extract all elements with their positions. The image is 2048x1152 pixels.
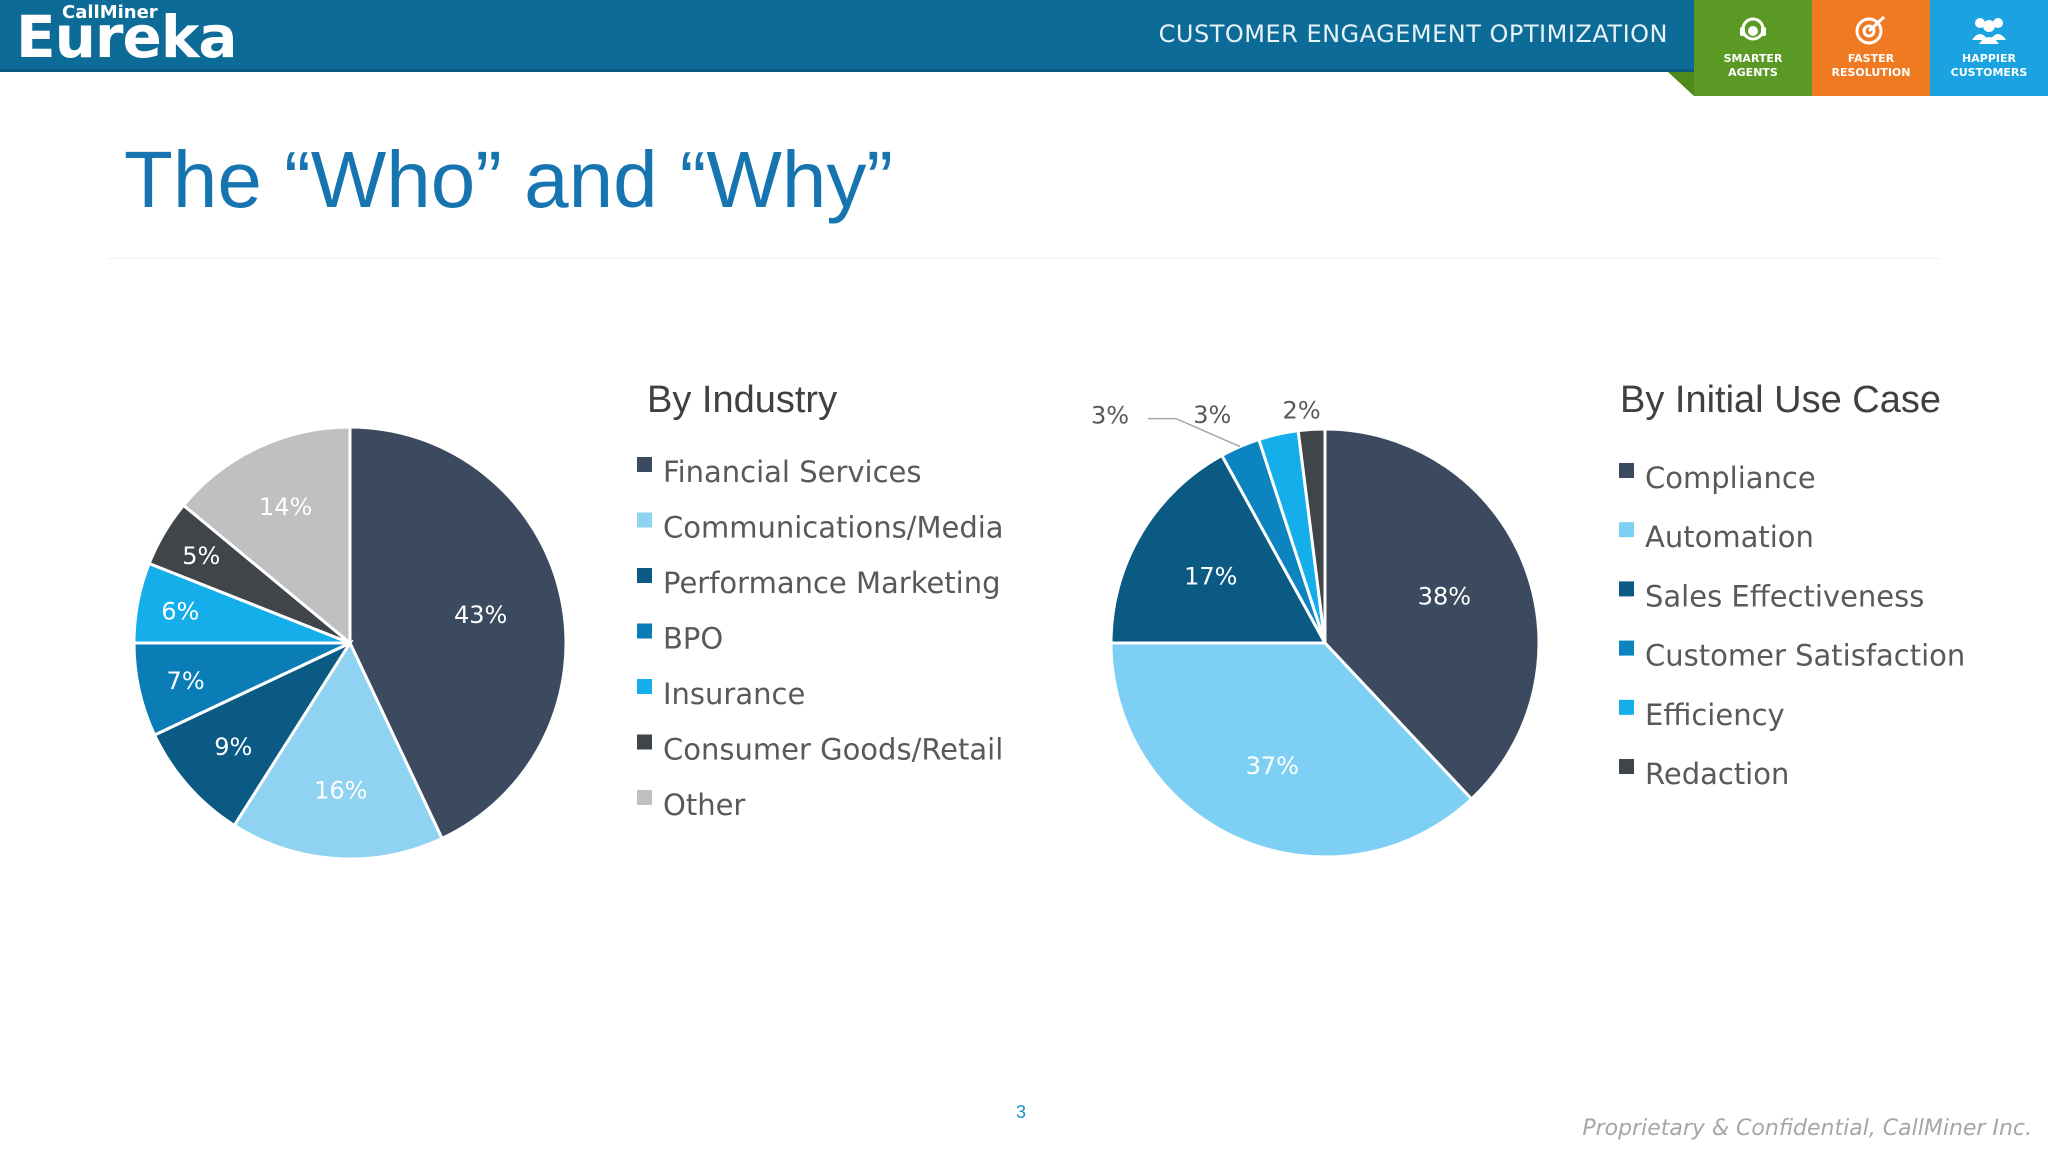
pie-slice xyxy=(1296,427,1327,644)
legend-item: Compliance xyxy=(1645,461,1816,495)
pie-slice xyxy=(348,425,568,841)
pie-slice xyxy=(181,425,352,647)
legend-item: Customer Satisfaction xyxy=(1645,639,1965,673)
pie-chart-1: 43% 16% 9% 7% 6% 5% 14% By Industry Financial Se… xyxy=(132,379,1004,861)
slice-label: 9% xyxy=(214,733,252,761)
badge-smarter-agents: SMARTER AGENTS xyxy=(1694,0,1812,96)
brand-logo[interactable]: Eureka xyxy=(16,3,238,71)
pie-slice xyxy=(1109,641,1474,859)
badge-label: FASTER RESOLUTION xyxy=(1831,52,1911,79)
pie-chart-2: 38% 37% 17% 3% 3% 2% By Initial Use Case Compli… xyxy=(1091,379,1965,859)
legend-swatch xyxy=(637,790,652,805)
leader-line xyxy=(1148,417,1241,448)
legend-item: Performance Marketing xyxy=(663,566,1001,600)
slice-label: 6% xyxy=(161,598,199,626)
legend-item: BPO xyxy=(663,622,723,656)
badge-happier-customers: HAPPIER CUSTOMERS xyxy=(1930,0,2048,96)
header-tagline: CUSTOMER ENGAGEMENT OPTIMIZATION xyxy=(1158,20,1668,48)
pie-slice xyxy=(232,639,444,861)
badge-notch xyxy=(1668,72,1694,96)
header-badges: SMARTER AGENTS FASTER RESOLUTION HAPPIER… xyxy=(1694,0,2048,96)
legend-swatch xyxy=(1619,759,1634,774)
slice-label: 14% xyxy=(259,493,312,521)
legend-swatch xyxy=(637,679,652,694)
legend-swatch xyxy=(1619,581,1634,597)
slice-label: 37% xyxy=(1246,752,1299,780)
slice-label: 2% xyxy=(1283,396,1321,424)
slice-label: 38% xyxy=(1418,583,1471,611)
legend-item: Insurance xyxy=(663,677,805,711)
chart-title: By Industry xyxy=(647,379,837,421)
legend-swatch xyxy=(637,512,652,528)
legend-swatch xyxy=(1619,463,1634,478)
people-icon xyxy=(1972,18,2006,44)
slice-label: 43% xyxy=(454,601,507,629)
slice-label: 7% xyxy=(167,667,205,695)
legend-item: Efficiency xyxy=(1645,698,1785,732)
legend-item: Consumer Goods/Retail xyxy=(663,733,1003,767)
pie-slice xyxy=(1323,427,1541,802)
badge-label: HAPPIER CUSTOMERS xyxy=(1950,52,2028,79)
legend-item: Communications/Media xyxy=(663,511,1004,545)
badge-label: SMARTER AGENTS xyxy=(1723,52,1783,79)
headset-icon xyxy=(1740,17,1766,41)
legend-swatch xyxy=(1619,699,1634,715)
legend-item: Other xyxy=(663,788,745,822)
slice-label: 17% xyxy=(1184,563,1237,591)
legend-swatch xyxy=(1619,522,1634,538)
legend-swatch xyxy=(637,568,652,583)
title-divider xyxy=(108,258,1940,259)
legend-item: Sales Effectiveness xyxy=(1645,579,1924,613)
page-title: The “Who” and “Why” xyxy=(124,135,894,224)
pie-slice xyxy=(1109,453,1328,645)
legend-swatch xyxy=(637,734,652,750)
page-number: 3 xyxy=(1016,1102,1027,1122)
slice-label: 5% xyxy=(182,542,220,570)
legend-item: Redaction xyxy=(1645,757,1789,791)
legend-swatch xyxy=(1619,640,1634,656)
legend-swatch xyxy=(637,457,652,472)
legend-swatch xyxy=(637,623,652,639)
brand-small-text: CallMiner xyxy=(62,2,158,23)
target-icon xyxy=(1855,15,1886,45)
slice-label: 3% xyxy=(1193,401,1231,429)
legend-item: Automation xyxy=(1645,520,1814,554)
chart-title: By Initial Use Case xyxy=(1620,379,1941,421)
slice-label: 3% xyxy=(1091,402,1129,430)
badge-faster-resolution: FASTER RESOLUTION xyxy=(1812,0,1930,96)
pie-slice xyxy=(152,639,355,828)
footer-confidential: Proprietary & Confidential, CallMiner In… xyxy=(1582,1116,2032,1141)
slice-label: 16% xyxy=(314,777,367,805)
legend-item: Financial Services xyxy=(663,455,922,489)
